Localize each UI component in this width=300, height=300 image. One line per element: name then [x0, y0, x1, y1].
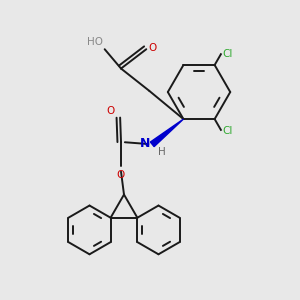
- Text: Cl: Cl: [222, 49, 233, 58]
- Text: O: O: [148, 43, 156, 53]
- Text: HO: HO: [87, 37, 103, 47]
- Text: Cl: Cl: [222, 126, 233, 136]
- Polygon shape: [150, 119, 183, 147]
- Text: O: O: [106, 106, 115, 116]
- Text: H: H: [158, 147, 165, 157]
- Text: N: N: [140, 137, 150, 150]
- Text: O: O: [116, 170, 124, 180]
